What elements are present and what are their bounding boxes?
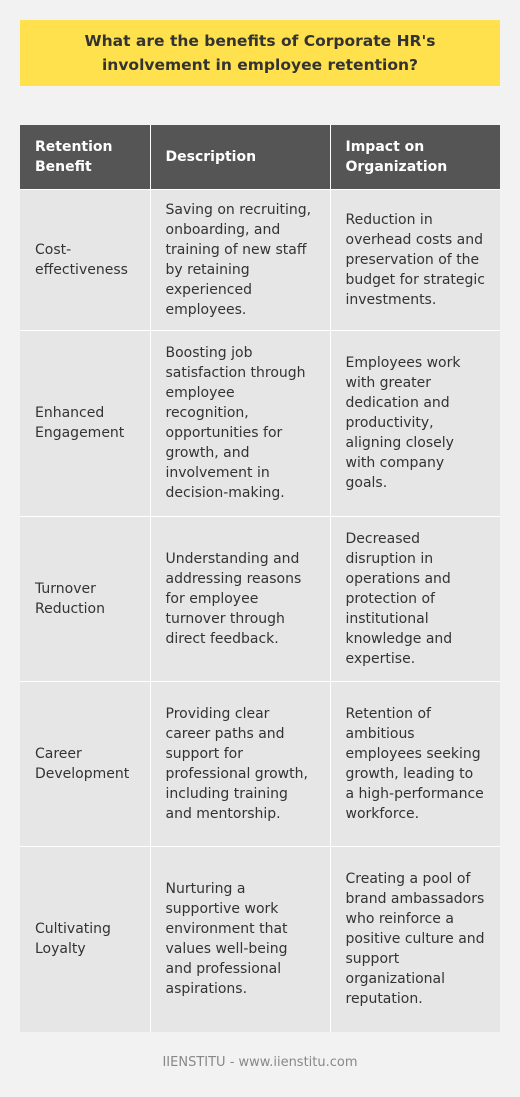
impact-cell: Decreased disruption in operations and p… [330,515,500,681]
retention-benefits-table: Retention Benefit Description Impact on … [20,125,500,1032]
table-row: Turnover Reduction Understanding and add… [20,515,500,681]
footer-credit: IIENSTITU - www.iienstitu.com [162,1055,358,1070]
benefit-cell: Cultivating Loyalty [20,845,151,1032]
description-cell: Boosting job satisfaction through employ… [150,329,331,516]
table-row: Enhanced Engagement Boosting job satisfa… [20,329,500,516]
benefit-cell: Enhanced Engagement [20,329,151,516]
impact-cell: Creating a pool of brand ambassadors who… [330,845,500,1032]
benefit-cell: Career Development [20,680,151,846]
column-header-impact: Impact on Organization [330,125,500,189]
impact-cell: Employees work with greater dedication a… [330,329,500,516]
table-row: Career Development Providing clear caree… [20,680,500,846]
description-cell: Nurturing a supportive work environment … [150,845,331,1032]
impact-cell: Reduction in overhead costs and preserva… [330,188,500,330]
column-header-description: Description [150,125,331,189]
table-header-row: Retention Benefit Description Impact on … [20,125,500,189]
description-cell: Providing clear career paths and support… [150,680,331,846]
impact-cell: Retention of ambitious employees seeking… [330,680,500,846]
table-row: Cultivating Loyalty Nurturing a supporti… [20,845,500,1032]
description-cell: Understanding and addressing reasons for… [150,515,331,681]
column-header-benefit: Retention Benefit [20,125,151,189]
table-row: Cost-effectiveness Saving on recruiting,… [20,188,500,330]
description-cell: Saving on recruiting, onboarding, and tr… [150,188,331,330]
benefit-cell: Turnover Reduction [20,515,151,681]
page-title: What are the benefits of Corporate HR's … [20,20,500,86]
benefit-cell: Cost-effectiveness [20,188,151,330]
